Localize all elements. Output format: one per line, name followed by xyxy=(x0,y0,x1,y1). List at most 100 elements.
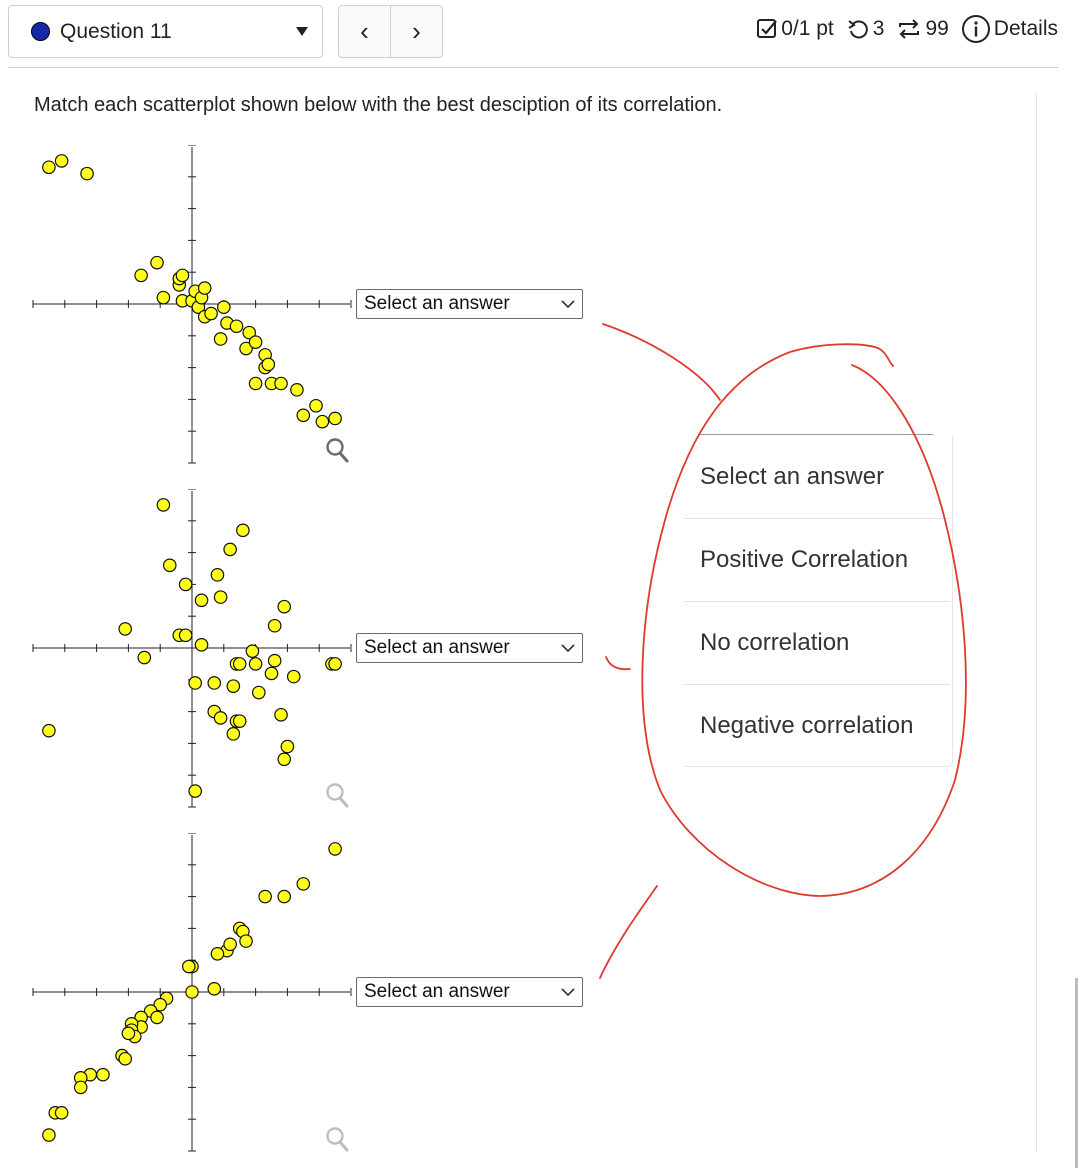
question-stats: 0/1 pt 3 99 Details xyxy=(744,14,1058,44)
data-point xyxy=(150,255,164,270)
status-dot-icon xyxy=(31,22,50,41)
data-point xyxy=(242,325,257,340)
retries-stat: 3 xyxy=(846,17,885,41)
answer-select-1[interactable]: Select an answer xyxy=(356,289,583,319)
magnifier-icon xyxy=(326,438,349,463)
option-no-correlation[interactable]: No correlation xyxy=(684,601,950,683)
data-point xyxy=(328,657,342,671)
data-point xyxy=(188,676,202,690)
data-point xyxy=(153,997,167,1012)
data-point xyxy=(236,523,250,538)
header-divider xyxy=(8,67,1058,68)
data-point xyxy=(286,669,301,684)
data-point xyxy=(54,154,69,168)
data-point xyxy=(328,411,342,426)
data-point xyxy=(248,657,263,671)
content-border xyxy=(1036,92,1037,1152)
answer-select-3[interactable]: Select an answer xyxy=(356,977,583,1007)
data-point xyxy=(185,985,199,999)
data-point xyxy=(204,306,218,321)
data-point xyxy=(261,357,276,372)
data-point xyxy=(223,542,237,557)
data-point xyxy=(251,685,266,700)
data-point xyxy=(42,160,56,175)
data-point xyxy=(188,784,202,798)
checkbox-icon xyxy=(757,19,778,38)
question-label: Question 11 xyxy=(60,19,172,43)
dropdown-top-border xyxy=(698,434,933,435)
answer-select-3-value: Select an answer xyxy=(364,981,510,1002)
data-point xyxy=(226,727,241,741)
magnifier-handle xyxy=(338,451,349,463)
answer-select-2[interactable]: Select an answer xyxy=(356,633,583,663)
attempts-value: 99 xyxy=(925,17,949,40)
info-icon xyxy=(961,15,990,43)
question-selector[interactable]: Question 11 xyxy=(8,5,323,58)
data-point xyxy=(239,341,253,356)
data-point xyxy=(194,638,209,652)
details-button[interactable]: Details xyxy=(961,14,1058,44)
data-point xyxy=(150,1010,164,1025)
option-select-an-answer[interactable]: Select an answer xyxy=(700,463,885,490)
data-point xyxy=(296,877,311,891)
data-point xyxy=(248,376,263,391)
question-prompt: Match each scatterplot shown below with … xyxy=(34,94,723,116)
data-point xyxy=(210,947,225,961)
data-point xyxy=(245,644,260,658)
previous-question-button[interactable]: ‹ xyxy=(339,6,390,57)
magnifier-lens xyxy=(326,438,344,456)
data-point xyxy=(315,414,330,429)
magnifier-icon xyxy=(326,783,349,808)
scatterplot-1 xyxy=(32,145,352,464)
data-point xyxy=(162,558,177,573)
data-point xyxy=(207,982,222,996)
data-point xyxy=(134,268,148,283)
data-point xyxy=(118,622,133,636)
ink-stroke-middle xyxy=(605,656,631,671)
data-point xyxy=(232,714,247,728)
scatterplot-2 xyxy=(32,489,352,808)
scrollbar-thumb[interactable] xyxy=(1075,978,1078,1168)
data-point xyxy=(137,650,152,665)
data-point xyxy=(213,711,228,725)
data-point xyxy=(277,889,292,904)
data-point xyxy=(217,300,231,314)
data-point xyxy=(248,335,263,349)
data-point xyxy=(296,408,311,423)
data-point xyxy=(239,934,253,948)
data-point xyxy=(80,166,94,181)
chevron-down-icon xyxy=(561,300,575,309)
data-point xyxy=(309,398,323,413)
data-point xyxy=(264,666,279,681)
chevron-down-icon xyxy=(561,988,575,997)
data-point xyxy=(232,657,247,671)
data-point xyxy=(207,676,222,690)
ink-ellipse-tail xyxy=(877,347,894,367)
data-point xyxy=(223,937,237,952)
magnifier-handle xyxy=(338,1140,349,1152)
data-point xyxy=(267,618,282,633)
option-positive-correlation[interactable]: Positive Correlation xyxy=(684,518,950,600)
next-question-button[interactable]: › xyxy=(390,6,442,57)
data-point xyxy=(277,599,292,614)
data-point xyxy=(226,679,241,693)
answer-select-2-value: Select an answer xyxy=(364,637,510,658)
retries-value: 3 xyxy=(872,17,885,40)
data-point xyxy=(229,319,244,334)
data-point xyxy=(328,842,342,856)
data-point xyxy=(156,290,171,305)
data-point xyxy=(274,376,288,391)
data-point xyxy=(42,723,56,738)
option-negative-correlation[interactable]: Negative correlation xyxy=(684,684,950,766)
scatterplot-3 xyxy=(32,833,352,1152)
data-point xyxy=(156,498,171,512)
data-point xyxy=(290,383,304,397)
data-point xyxy=(178,577,193,592)
data-point xyxy=(178,628,193,643)
data-point xyxy=(182,959,196,974)
data-point xyxy=(73,1080,88,1095)
ink-stroke-top xyxy=(602,323,721,401)
points-stat: 0/1 pt xyxy=(756,17,834,41)
data-point xyxy=(54,1106,69,1120)
chevron-right-icon: › xyxy=(412,16,421,46)
